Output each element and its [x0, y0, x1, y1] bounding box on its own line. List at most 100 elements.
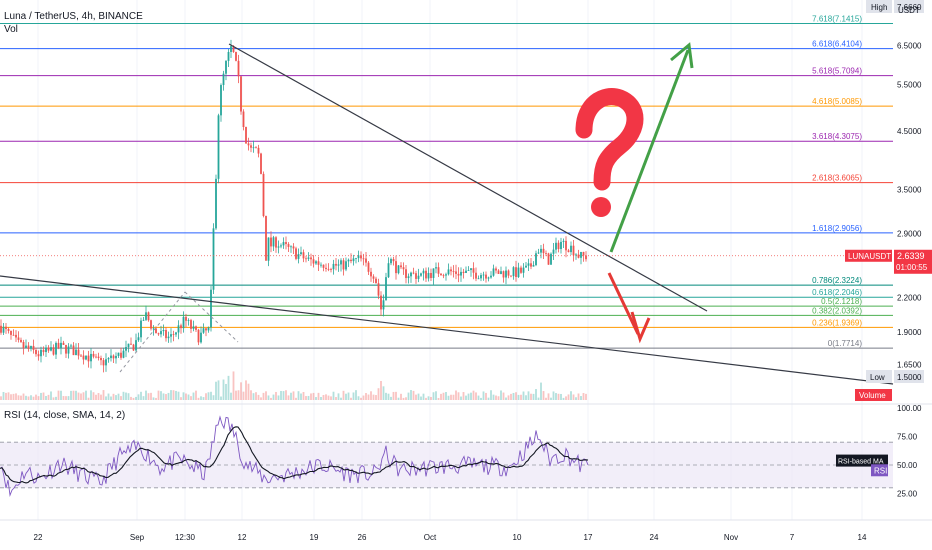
candle-body[interactable] [335, 263, 337, 266]
candle-body[interactable] [490, 275, 492, 278]
candle-body[interactable] [235, 52, 237, 61]
candle-body[interactable] [340, 260, 342, 265]
candle-body[interactable] [117, 352, 120, 356]
candle-body[interactable] [55, 342, 57, 355]
candle-body[interactable] [222, 73, 225, 86]
candle-body[interactable] [305, 258, 307, 260]
candle-body[interactable] [362, 258, 365, 260]
candle-body[interactable] [260, 153, 262, 174]
candle-body[interactable] [382, 300, 385, 310]
candle-body[interactable] [70, 345, 72, 347]
candle-body[interactable] [307, 257, 310, 259]
candle-body[interactable] [232, 46, 235, 53]
candle-body[interactable] [585, 255, 587, 260]
candle-body[interactable] [105, 359, 107, 366]
candle-body[interactable] [402, 267, 405, 270]
candle-body[interactable] [275, 237, 277, 248]
candle-body[interactable] [67, 346, 70, 354]
candle-body[interactable] [255, 147, 257, 149]
candle-body[interactable] [137, 337, 140, 341]
candle-body[interactable] [97, 356, 100, 358]
candle-body[interactable] [480, 275, 482, 279]
candle-body[interactable] [495, 268, 497, 271]
candle-body[interactable] [322, 264, 325, 268]
candle-body[interactable] [110, 355, 112, 359]
candle-body[interactable] [10, 330, 12, 335]
candle-body[interactable] [127, 343, 130, 348]
candle-body[interactable] [197, 329, 200, 343]
candle-body[interactable] [445, 274, 447, 276]
candle-body[interactable] [575, 254, 577, 256]
candle-body[interactable] [380, 295, 382, 310]
rsi-line[interactable] [0, 415, 589, 497]
candle-body[interactable] [162, 330, 165, 332]
candle-body[interactable] [282, 242, 285, 246]
candle-body[interactable] [582, 251, 585, 256]
candle-body[interactable] [217, 115, 220, 179]
candle-body[interactable] [160, 331, 162, 335]
candle-body[interactable] [30, 345, 32, 349]
candle-body[interactable] [395, 261, 397, 274]
candle-body[interactable] [545, 253, 547, 254]
candle-body[interactable] [485, 274, 487, 279]
candle-body[interactable] [432, 268, 435, 278]
candle-body[interactable] [510, 275, 512, 277]
candle-body[interactable] [417, 275, 420, 279]
candle-body[interactable] [182, 316, 185, 329]
candle-body[interactable] [390, 258, 392, 264]
falling-trendline[interactable] [228, 43, 708, 312]
candle-body[interactable] [27, 345, 30, 349]
candle-body[interactable] [165, 330, 167, 339]
candle-body[interactable] [65, 344, 67, 354]
candle-body[interactable] [167, 336, 170, 339]
candle-body[interactable] [447, 269, 450, 275]
candle-body[interactable] [400, 265, 402, 268]
candle-body[interactable] [347, 259, 350, 262]
candle-body[interactable] [520, 267, 522, 273]
candlesticks[interactable] [0, 39, 587, 373]
candle-body[interactable] [535, 253, 537, 266]
candle-body[interactable] [457, 273, 460, 276]
candle-body[interactable] [342, 260, 345, 270]
candle-body[interactable] [512, 267, 515, 277]
candle-body[interactable] [245, 126, 247, 144]
candle-body[interactable] [272, 237, 275, 247]
candle-body[interactable] [537, 252, 540, 254]
candle-body[interactable] [387, 263, 390, 278]
candle-body[interactable] [475, 272, 477, 279]
candle-body[interactable] [320, 264, 322, 266]
candle-body[interactable] [397, 265, 400, 274]
candle-body[interactable] [502, 271, 505, 278]
candle-body[interactable] [95, 356, 97, 358]
candle-body[interactable] [572, 245, 575, 256]
candle-body[interactable] [82, 355, 85, 360]
candle-body[interactable] [547, 253, 550, 265]
candle-body[interactable] [225, 60, 227, 74]
rsi-ma-line[interactable] [0, 426, 589, 484]
candle-body[interactable] [7, 329, 10, 331]
candle-body[interactable] [442, 275, 445, 277]
candle-body[interactable] [555, 242, 557, 250]
candle-body[interactable] [125, 347, 127, 351]
candle-body[interactable] [452, 271, 455, 273]
candle-body[interactable] [192, 326, 195, 329]
candle-body[interactable] [332, 263, 335, 270]
candle-body[interactable] [242, 111, 245, 127]
candle-body[interactable] [412, 272, 415, 274]
candle-body[interactable] [355, 258, 357, 259]
candle-body[interactable] [240, 76, 242, 112]
candle-body[interactable] [372, 276, 375, 279]
candle-body[interactable] [580, 251, 582, 258]
candle-body[interactable] [370, 271, 372, 277]
candle-body[interactable] [252, 147, 255, 149]
candle-body[interactable] [142, 319, 145, 321]
candle-body[interactable] [440, 273, 442, 276]
candle-body[interactable] [300, 252, 302, 255]
candle-body[interactable] [422, 270, 425, 274]
candle-body[interactable] [472, 268, 475, 273]
candle-body[interactable] [185, 316, 187, 321]
candle-body[interactable] [250, 145, 252, 148]
candle-body[interactable] [220, 85, 222, 116]
candle-body[interactable] [507, 270, 510, 276]
